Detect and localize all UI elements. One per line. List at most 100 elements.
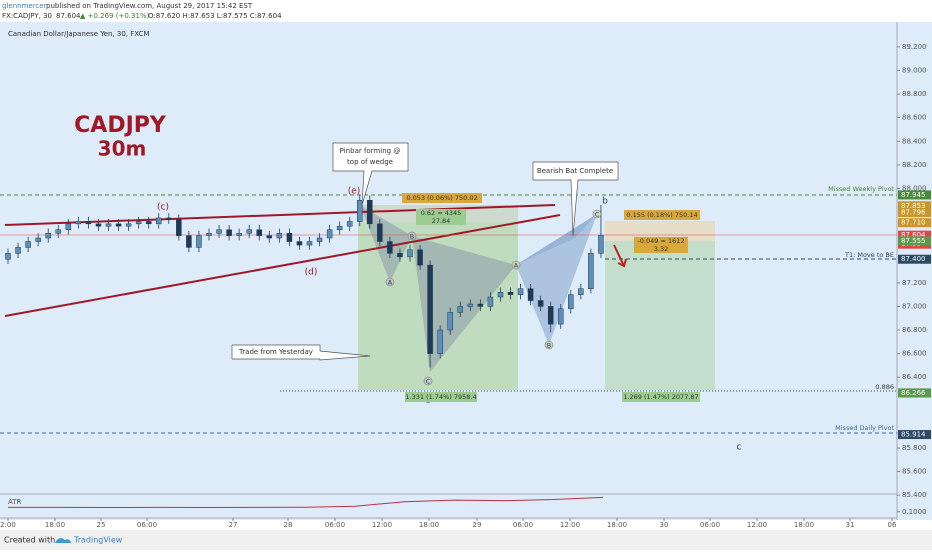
axes: 89.200 89.000 88.800 88.600 88.400 88.200 88.0…	[0, 43, 931, 529]
y-tick-label: 88.200	[902, 161, 927, 169]
footer-bg	[0, 530, 932, 550]
candle-body	[377, 223, 383, 242]
price-label-bg	[898, 208, 931, 218]
x-tick-label: 18:00	[45, 521, 65, 529]
target-zone	[605, 241, 715, 390]
trade-label-bg	[416, 209, 466, 225]
pattern	[516, 214, 597, 265]
candle-body	[467, 303, 474, 307]
callout	[231, 344, 371, 361]
wave-label: (e)	[348, 187, 361, 197]
trade-label-bg	[622, 392, 700, 402]
fib-label: 0.886	[875, 383, 894, 391]
candle-body	[256, 229, 262, 236]
point-label: B	[410, 233, 414, 241]
candle-body	[588, 253, 594, 289]
y-tick-label: 85.400	[902, 491, 927, 499]
price-label-bg	[898, 236, 931, 246]
x-tick-label: 06:00	[137, 521, 157, 529]
header-bg	[0, 0, 932, 22]
candle-body	[246, 229, 252, 234]
price-label: 87.400	[901, 255, 926, 263]
last-price: 87.604	[56, 12, 81, 20]
candle-body	[45, 233, 51, 239]
y-tick-label: 87.000	[902, 302, 927, 310]
candle-body	[367, 199, 373, 225]
candle-body	[75, 221, 82, 225]
candle-body	[447, 312, 453, 331]
point-marker	[544, 340, 554, 350]
stop-zone	[605, 221, 715, 241]
price-label-bg	[898, 218, 931, 228]
price-label: 85.914	[901, 431, 926, 439]
price-label-bg	[898, 190, 931, 200]
y-tick-label: 85.800	[902, 444, 927, 452]
x-tick-label: 18:00	[607, 521, 627, 529]
callout	[532, 161, 619, 237]
candle-body	[407, 249, 413, 258]
callout	[332, 142, 409, 206]
point-label: C	[426, 378, 431, 386]
t1-label: T1: Move to BE	[844, 251, 894, 259]
price-label-bg	[898, 430, 931, 440]
callout-text: Trade from Yesterday	[238, 348, 313, 356]
x-tick-label: 29	[473, 521, 482, 529]
atr-line	[8, 496, 604, 509]
candle-body	[507, 292, 514, 295]
x-tick-label: 12:00	[747, 521, 767, 529]
wedge-line	[4, 214, 561, 317]
y-tick-label: 86.800	[902, 326, 927, 334]
y-tick-label: 88.000	[902, 184, 927, 192]
wave-label: c	[737, 443, 742, 453]
y-tick-label: 89.000	[902, 66, 927, 74]
x-tick-label: 18:00	[794, 521, 814, 529]
candle-body	[176, 218, 182, 236]
pivot-label: Missed Weekly Pivot	[828, 185, 894, 193]
x-tick-label: 12:00	[560, 521, 580, 529]
y-tick-label: 86.600	[902, 350, 927, 358]
trade-label-bg	[402, 193, 482, 203]
y-tick-label: 88.400	[902, 137, 927, 145]
candle-body	[196, 235, 202, 248]
candle-body	[145, 221, 152, 225]
x-tick-label: 28	[284, 521, 293, 529]
candle-body	[156, 217, 162, 225]
candle-body	[437, 329, 443, 354]
wave-label: b	[602, 197, 608, 207]
candle-body	[296, 241, 303, 246]
candle-body	[166, 217, 172, 220]
footer-brand: TradingView	[73, 536, 123, 545]
candle-body	[578, 288, 584, 295]
pattern	[516, 214, 597, 345]
published: published on TradingView.com, August 29,…	[46, 2, 253, 10]
y-tick-label: 87.200	[902, 279, 927, 287]
ohlc: O:87.620 H:87.653 L:87.575 C:87.604	[148, 12, 282, 20]
candle-body	[85, 221, 92, 225]
candle-body	[236, 233, 242, 236]
candle-body	[286, 233, 293, 242]
x-tick-label: 06:00	[700, 521, 720, 529]
candle-body	[558, 308, 564, 325]
candle-body	[326, 229, 333, 239]
x-tick-label: 18:00	[419, 521, 439, 529]
candle-body	[336, 225, 343, 230]
point-marker	[385, 277, 395, 287]
callout-text: Pinbar forming @	[340, 147, 401, 155]
x-tick-label: 12:00	[372, 521, 392, 529]
candle-body	[15, 247, 21, 254]
y-tick-label: 86.400	[902, 373, 927, 381]
candle-body	[55, 229, 61, 234]
point-marker	[592, 209, 602, 219]
trade-label: 1.269 (1.47%) 2077.87	[623, 393, 698, 401]
candle-body	[477, 303, 484, 307]
point-marker	[423, 376, 433, 386]
candle-body	[598, 234, 604, 254]
price-label: 87.710	[901, 219, 926, 227]
logo	[55, 538, 71, 543]
wave-label: (d)	[305, 268, 318, 278]
price-label-bg	[898, 388, 931, 398]
callout-text: Bearish Bat Complete	[537, 167, 613, 175]
candle-body	[125, 223, 132, 227]
point-label: A	[388, 279, 393, 287]
footer-text: Created with	[4, 536, 55, 545]
